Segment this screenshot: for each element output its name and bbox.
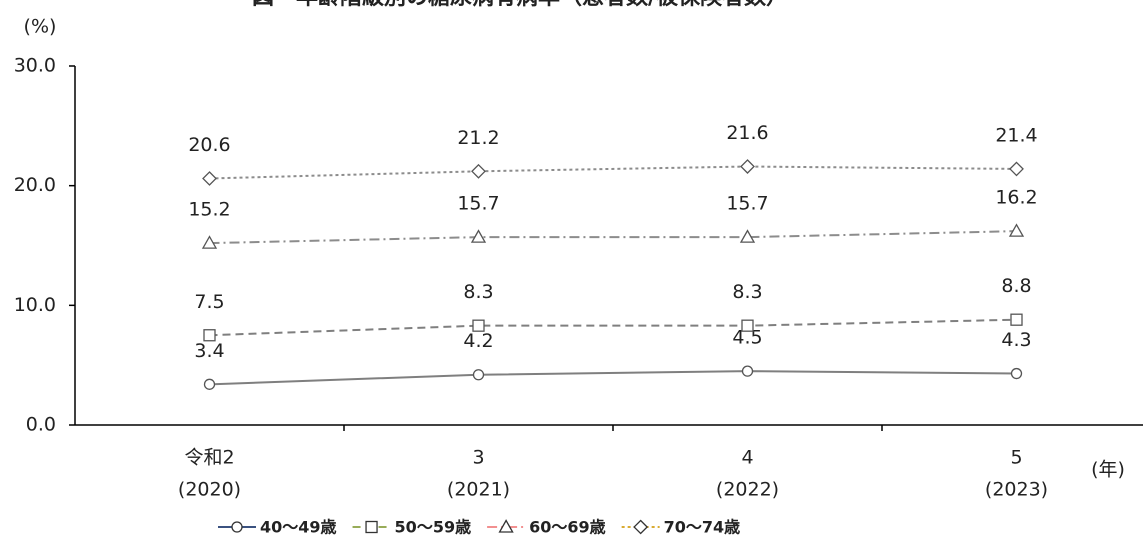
x-tick-label: (2021) (447, 479, 510, 501)
data-label: 16.2 (995, 187, 1037, 209)
marker (202, 171, 217, 186)
series-line (209, 318, 1017, 337)
data-label: 20.6 (188, 134, 230, 156)
x-tick-label: 4 (741, 447, 753, 469)
legend-label: 70〜74歳 (664, 518, 741, 537)
legend-label: 50〜59歳 (395, 518, 472, 537)
data-label: 21.2 (457, 127, 499, 149)
y-axis-label: (%) (24, 16, 57, 38)
chart-title: 図 年齢階級別の糖尿病有病率（患者数/被保険者数） (252, 0, 788, 10)
marker (472, 369, 485, 381)
marker (203, 378, 216, 390)
series-line (209, 230, 1017, 245)
y-tick-label: 20.0 (14, 174, 56, 196)
legend-item: 50〜59歳 (352, 518, 472, 537)
x-axis-label: (年) (1091, 459, 1125, 481)
data-label: 15.7 (457, 193, 499, 215)
series-line (209, 370, 1017, 386)
marker (472, 319, 485, 332)
data-label: 7.5 (194, 291, 224, 313)
marker (470, 229, 487, 243)
x-tick-label: 5 (1010, 447, 1022, 469)
legend-label: 60〜69歳 (529, 518, 606, 537)
data-label: 15.2 (188, 199, 230, 221)
marker (1009, 161, 1024, 177)
marker (471, 163, 486, 179)
data-label: 3.4 (194, 340, 224, 362)
data-label: 8.3 (732, 281, 762, 303)
marker (740, 159, 755, 174)
marker (1010, 313, 1023, 326)
marker (203, 329, 216, 342)
marker (741, 365, 754, 377)
legend-item: 60〜69歳 (487, 518, 606, 537)
y-tick-label: 10.0 (14, 294, 56, 316)
series-line (209, 165, 1017, 180)
x-tick-label: (2023) (985, 479, 1048, 501)
data-label: 8.3 (463, 281, 493, 303)
data-label: 4.2 (463, 330, 493, 352)
x-tick-label: 令和2 (184, 447, 234, 469)
marker (741, 319, 754, 332)
marker (1008, 223, 1025, 237)
data-label: 4.5 (732, 327, 762, 349)
marker (1010, 367, 1023, 380)
data-label: 4.3 (1001, 329, 1031, 351)
y-tick-label: 30.0 (14, 55, 56, 77)
data-label: 21.6 (726, 122, 768, 144)
marker (633, 519, 649, 535)
legend-label: 40〜49歳 (260, 518, 337, 537)
data-label: 21.4 (995, 124, 1037, 146)
legend-item: 40〜49歳 (218, 518, 337, 537)
marker (365, 520, 378, 534)
x-tick-label: 3 (472, 447, 484, 469)
data-label: 8.8 (1001, 275, 1031, 297)
x-tick-label: (2020) (178, 479, 241, 501)
legend-item: 70〜74歳 (621, 518, 741, 537)
marker (231, 521, 243, 533)
marker (201, 235, 218, 249)
data-label: 15.7 (726, 193, 768, 215)
marker (498, 519, 514, 533)
marker (739, 229, 756, 243)
y-tick-label: 0.0 (26, 414, 56, 436)
x-tick-label: (2022) (716, 479, 779, 501)
